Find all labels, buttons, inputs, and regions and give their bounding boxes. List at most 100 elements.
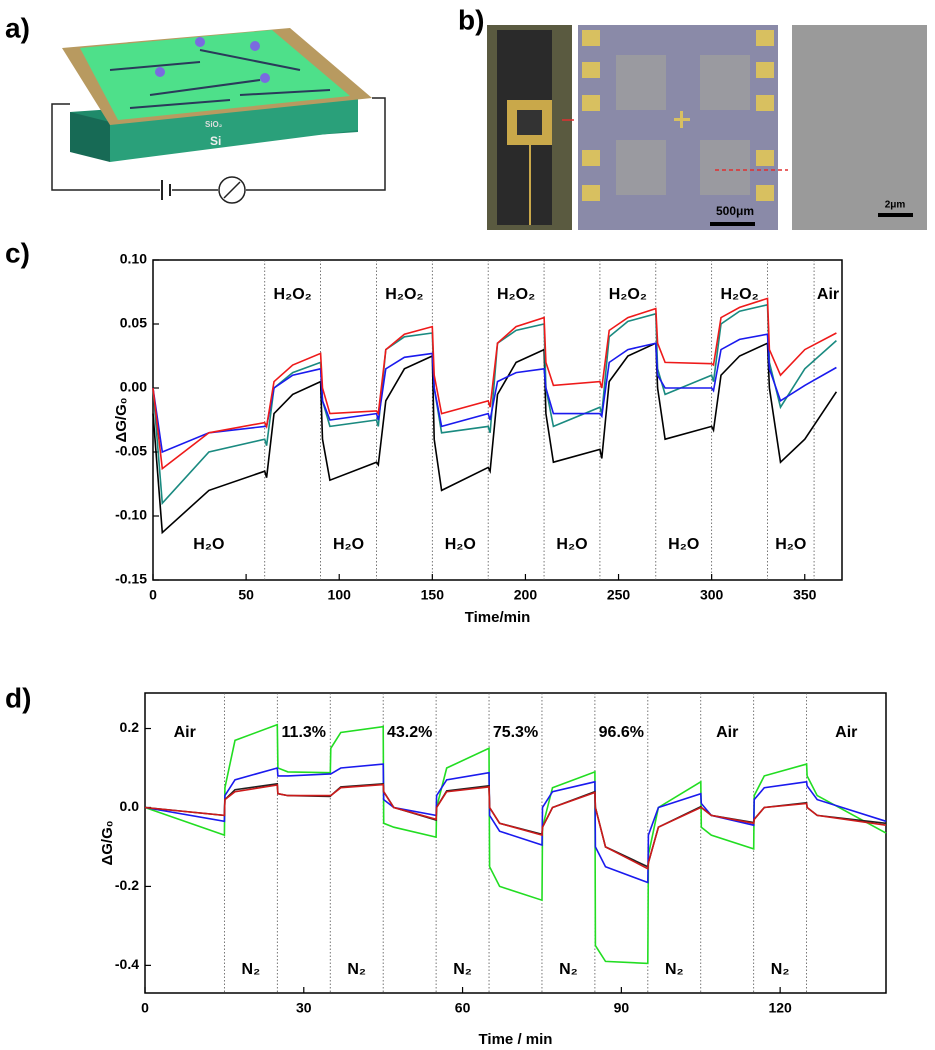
molecule — [155, 67, 165, 77]
y-tick-label: 0.05 — [120, 315, 147, 331]
molecule — [195, 37, 205, 47]
annotation: Air — [817, 286, 839, 303]
x-tick-label: 100 — [328, 587, 352, 603]
data-line — [144, 783, 887, 870]
x-axis-label: Time / min — [479, 1031, 553, 1048]
annotation: 75.3% — [493, 724, 538, 741]
annotation: H₂O₂ — [385, 286, 423, 303]
sem-image — [792, 25, 927, 230]
pad — [756, 185, 774, 201]
x-tick-label: 350 — [793, 587, 817, 603]
molecule — [260, 73, 270, 83]
annotation: H₂O₂ — [497, 286, 535, 303]
film — [80, 30, 350, 120]
nanowire — [129, 99, 231, 109]
substrate-face — [110, 92, 358, 162]
nanowire — [149, 79, 261, 96]
annotation: H₂O — [668, 536, 699, 553]
y-tick-label: 0.00 — [120, 379, 147, 395]
data-line — [152, 303, 837, 506]
sensor-area — [616, 55, 666, 110]
x-tick-label: 60 — [455, 1000, 471, 1016]
annotation: Air — [835, 724, 857, 741]
cross — [680, 111, 683, 128]
plot-frame — [144, 692, 887, 994]
annotation: N₂ — [559, 961, 578, 978]
y-tick-label: -0.2 — [115, 877, 139, 893]
scale-label: 2μm — [885, 200, 906, 211]
pad — [756, 150, 774, 166]
pad — [756, 62, 774, 78]
panel-label: a) — [5, 12, 30, 43]
annotation: H₂O — [445, 536, 476, 553]
data-line — [144, 763, 887, 884]
annotation: N₂ — [453, 961, 472, 978]
nanowires — [109, 49, 331, 109]
annotation: H₂O — [556, 536, 587, 553]
data-line — [152, 333, 837, 454]
y-tick-label: -0.10 — [115, 507, 147, 523]
sensor-area — [700, 140, 750, 195]
annotation: Air — [174, 724, 196, 741]
y-tick-label: -0.05 — [115, 443, 147, 459]
pad — [582, 185, 600, 201]
x-axis-label: Time/min — [465, 609, 531, 626]
annotation: H₂O₂ — [609, 286, 647, 303]
pad — [582, 30, 600, 46]
annotation: H₂O₂ — [274, 286, 312, 303]
pad — [582, 62, 600, 78]
x-tick-label: 200 — [514, 587, 538, 603]
layer-label: Si — [210, 134, 221, 148]
substrate-front — [70, 112, 110, 162]
panel-label: d) — [5, 682, 31, 713]
y-tick-label: -0.15 — [115, 571, 147, 587]
data-line — [152, 341, 838, 535]
x-tick-label: 120 — [768, 1000, 792, 1016]
sensor-area — [616, 140, 666, 195]
annotation: 96.6% — [599, 724, 644, 741]
annotation: H₂O — [775, 536, 806, 553]
pad — [756, 30, 774, 46]
pads — [582, 30, 774, 201]
annotation: N₂ — [242, 961, 261, 978]
data-line — [144, 723, 887, 965]
molecule — [250, 41, 260, 51]
panel-label: b) — [458, 4, 484, 35]
pad — [582, 150, 600, 166]
y-tick-label: -0.4 — [115, 956, 139, 972]
device-photos: 500μm 2μm — [487, 25, 927, 230]
pad — [756, 95, 774, 111]
chip-die — [517, 110, 542, 135]
annotation: N₂ — [771, 961, 790, 978]
x-tick-label: 30 — [296, 1000, 312, 1016]
y-axis-label: ΔG/G₀ — [99, 820, 116, 865]
annotation: H₂O — [193, 536, 224, 553]
pad — [582, 95, 600, 111]
x-tick-label: 0 — [141, 1000, 149, 1016]
x-tick-label: 50 — [238, 587, 254, 603]
y-tick-label: 0.0 — [120, 798, 140, 814]
device-schematic: SiO₂ Si — [51, 28, 386, 204]
annotation: H₂O — [333, 536, 364, 553]
scale-bar — [878, 213, 913, 217]
y-tick-label: 0.2 — [120, 719, 140, 735]
nanowire — [199, 49, 301, 71]
wire — [246, 97, 386, 191]
x-tick-label: 0 — [149, 587, 157, 603]
sensor-area — [700, 55, 750, 110]
nanowire — [239, 89, 331, 96]
annotation: N₂ — [665, 961, 684, 978]
y-tick-label: 0.10 — [120, 251, 147, 267]
panel-label: c) — [5, 237, 30, 268]
y-axis-label: ΔG/G₀ — [113, 397, 130, 442]
x-tick-label: 90 — [614, 1000, 630, 1016]
annotation: 43.2% — [387, 724, 432, 741]
data-line — [144, 782, 887, 868]
annotation: N₂ — [347, 961, 366, 978]
nanowire — [109, 61, 201, 71]
wire — [51, 103, 160, 191]
annotation: Air — [716, 724, 738, 741]
x-tick-label: 300 — [700, 587, 724, 603]
